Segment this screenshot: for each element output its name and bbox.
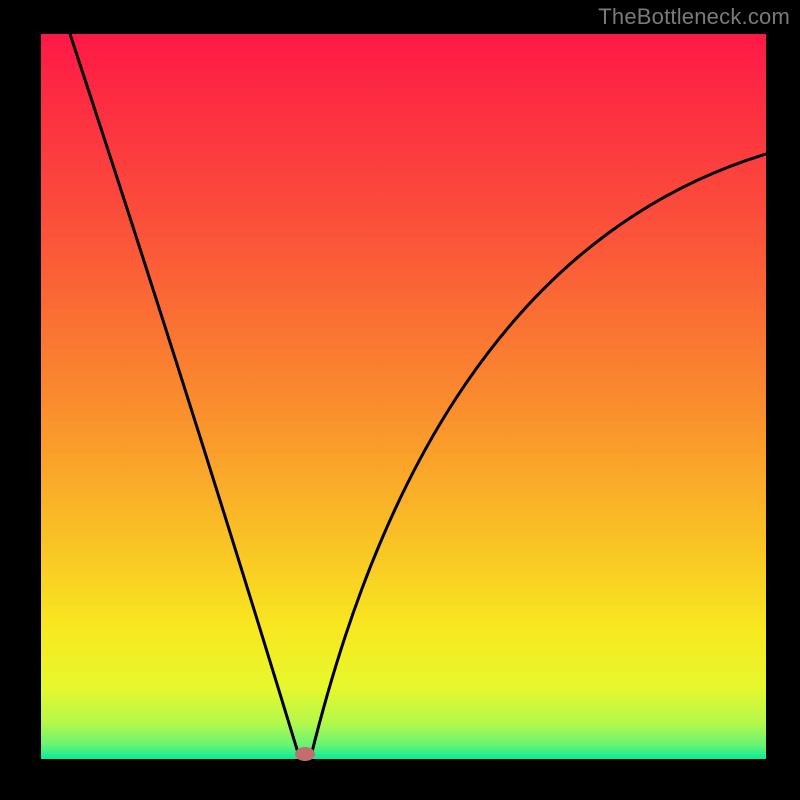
watermark-text: TheBottleneck.com bbox=[598, 4, 790, 30]
curve-left-branch bbox=[70, 34, 299, 756]
chart-root: TheBottleneck.com bbox=[0, 0, 800, 800]
minimum-marker bbox=[295, 747, 315, 761]
curve-right-branch bbox=[311, 154, 766, 756]
bottleneck-curve bbox=[41, 34, 766, 759]
